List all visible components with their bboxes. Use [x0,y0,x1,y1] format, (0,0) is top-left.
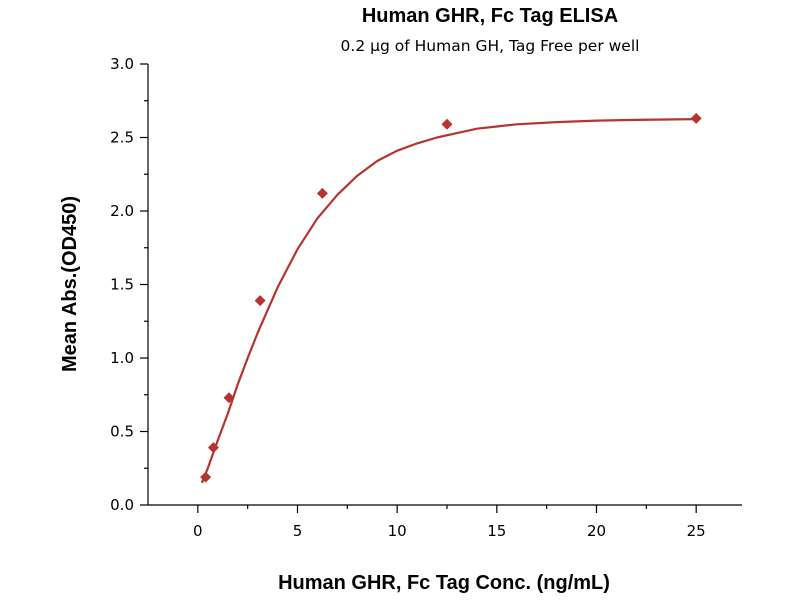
data-points-layer [200,112,702,483]
x-tick-label: 5 [293,522,303,540]
data-point [200,471,212,483]
data-point [254,295,266,307]
fit-curve-layer [200,118,697,484]
axes [147,64,742,506]
y-tick-label: 3.0 [110,55,134,73]
data-point [690,112,702,124]
x-tick-label: 10 [388,522,407,540]
y-tick-label: 1.0 [110,349,134,367]
y-axis-label: Mean Abs.(OD450) [59,196,81,372]
y-axis-ticks: 0.0 0.5 1.0 1.5 2.0 2.5 3.0 [110,55,148,514]
y-tick-label: 2.5 [110,129,134,147]
x-tick-label: 15 [487,522,506,540]
x-tick-label: 25 [687,522,706,540]
x-tick-label: 20 [587,522,606,540]
data-point [316,187,328,199]
y-tick-label: 0.0 [110,496,134,514]
fit-curve [200,118,697,484]
y-tick-label: 0.5 [110,423,134,441]
data-point [223,392,235,404]
data-point [441,118,453,130]
x-axis-ticks: 0 5 10 15 20 25 [193,505,706,540]
y-tick-label: 2.0 [110,202,134,220]
x-tick-label: 0 [193,522,203,540]
data-point [207,442,219,454]
chart-subtitle: 0.2 µg of Human GH, Tag Free per well [341,37,640,55]
y-tick-label: 1.5 [110,276,134,294]
chart-title: Human GHR, Fc Tag ELISA [362,5,618,27]
x-axis-label: Human GHR, Fc Tag Conc. (ng/mL) [278,572,610,594]
